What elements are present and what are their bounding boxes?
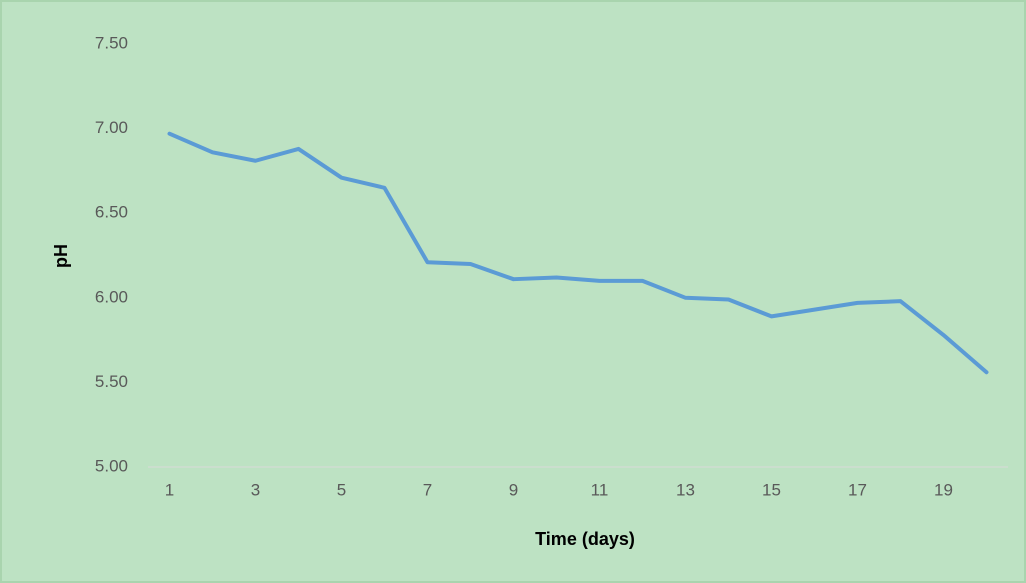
y-tick-label: 5.50 [95,372,128,391]
y-axis-title: pH [51,244,71,268]
y-tick-label: 7.00 [95,118,128,137]
y-tick-label: 7.50 [95,33,128,52]
line-series [167,131,989,375]
x-tick-label: 5 [337,480,346,499]
y-tick-label: 5.00 [95,456,128,475]
x-tick-label: 3 [251,480,260,499]
x-tick-label: 7 [423,480,432,499]
y-tick-label: 6.00 [95,287,128,306]
x-tick-label: 17 [848,480,867,499]
y-tick-label: 6.50 [95,203,128,222]
x-tick-label: 1 [165,480,174,499]
x-tick-label: 9 [509,480,518,499]
x-tick-label: 13 [676,480,695,499]
x-tick-label: 11 [591,480,609,499]
x-tick-label: 15 [762,480,781,499]
x-tick-label: 19 [934,480,953,499]
x-axis-title: Time (days) [535,529,635,549]
